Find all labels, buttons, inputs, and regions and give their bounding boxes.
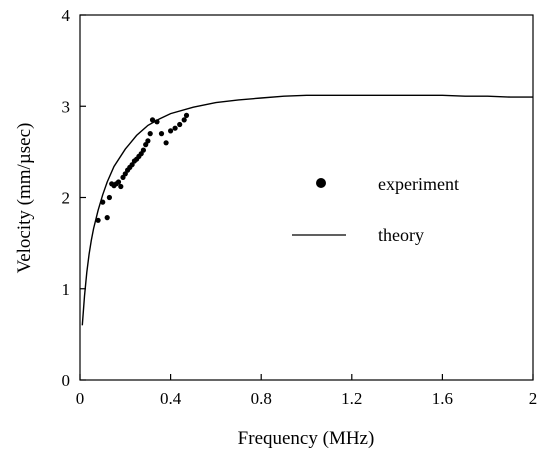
experiment-point-25 [163,140,169,146]
experiment-point-28 [177,121,183,128]
experiment-point-20 [145,138,151,144]
experiment-point-1 [100,199,106,205]
plot-area [79,14,534,381]
x-tick-label-5: 2 [529,389,538,408]
experiment-point-0 [95,217,101,223]
y-tick-label-2: 2 [62,189,71,208]
x-tick-label-0: 0 [76,389,85,408]
legend-experiment-marker [316,178,326,188]
y-axis-title: Velocity (mm/µsec) [14,123,35,274]
experiment-point-29 [181,117,187,123]
experiment-point-26 [168,128,174,134]
y-tick-label-4: 4 [62,6,71,25]
y-tick-label-3: 3 [62,97,71,116]
plot-frame [79,14,534,381]
y-axis-ticks: 0 1 2 3 4 [62,6,86,390]
x-axis-title: Frequency (MHz) [238,428,375,449]
theory-series [81,94,533,326]
legend-experiment-label: experiment [378,174,459,194]
experiment-point-27 [172,125,178,131]
experiment-point-30 [183,112,190,118]
experiment-point-3 [106,194,112,201]
y-tick-label-1: 1 [62,280,71,299]
x-tick-label-2: 0.8 [251,389,272,408]
x-axis-ticks: 0 0.4 0.8 1.2 1.6 2 [76,374,538,408]
legend-theory-label: theory [378,225,424,245]
experiment-point-7 [115,179,122,185]
experiment-point-8 [118,183,124,190]
experiment-point-21 [147,131,153,137]
experiment-point-22 [149,117,156,123]
experiment-series [95,112,190,223]
experiment-point-2 [104,215,110,221]
x-tick-label-1: 0.4 [160,389,182,408]
x-tick-label-3: 1.2 [341,389,362,408]
theory-line [81,94,533,326]
y-tick-label-0: 0 [62,371,71,390]
experiment-point-23 [154,119,160,125]
legend: experiment theory [292,174,459,245]
x-tick-label-4: 1.6 [432,389,453,408]
experiment-point-18 [140,147,146,153]
experiment-point-24 [158,131,165,137]
